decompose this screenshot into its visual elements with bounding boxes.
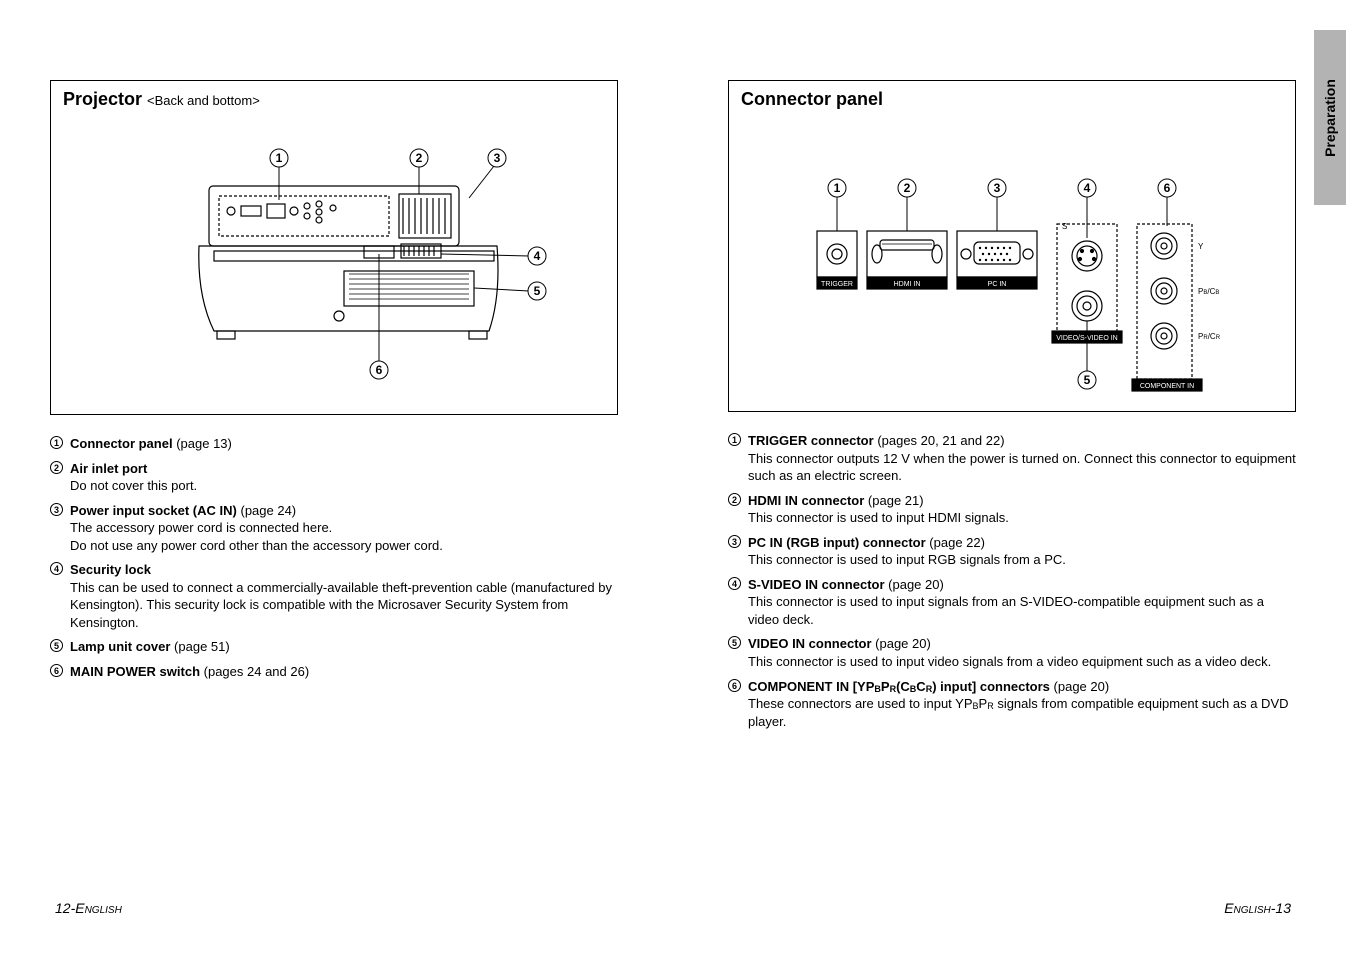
- callout-item: 4 Security lock This can be used to connec…: [50, 561, 618, 631]
- callout-item: 5 VIDEO IN connector (page 20) This connec…: [728, 635, 1296, 670]
- svg-text:4: 4: [1084, 181, 1091, 195]
- connector-figure-title: Connector panel: [741, 89, 1283, 110]
- callout-title: S-VIDEO IN connector: [748, 577, 885, 592]
- callout-item: 1 Connector panel (page 13): [50, 435, 618, 453]
- num-circle: 3: [50, 503, 63, 516]
- svg-text:3: 3: [494, 151, 501, 165]
- page-footer-left: 12-English: [55, 900, 122, 916]
- callout-item: 3 Power input socket (AC IN) (page 24)The…: [50, 502, 618, 555]
- num-circle: 1: [50, 436, 63, 449]
- svg-text:3: 3: [994, 181, 1001, 195]
- svg-text:6: 6: [376, 363, 383, 377]
- svg-text:5: 5: [534, 284, 541, 298]
- callout-pages: (page 20): [875, 636, 931, 651]
- num-circle: 5: [728, 636, 741, 649]
- svg-text:Y: Y: [1198, 242, 1204, 251]
- callout-desc: This can be used to connect a commercial…: [70, 579, 618, 632]
- callout-item: 2 HDMI IN connector (page 21)This connect…: [728, 492, 1296, 527]
- fig-subtitle-text: <Back and bottom>: [147, 93, 260, 108]
- callout-title: TRIGGER connector: [748, 433, 874, 448]
- callout-desc: The accessory power cord is connected he…: [70, 519, 618, 554]
- callout-pages: (page 21): [868, 493, 924, 508]
- callout-title: MAIN POWER switch: [70, 664, 200, 679]
- svg-text:S: S: [1062, 222, 1067, 231]
- svg-text:4: 4: [534, 249, 541, 263]
- num-circle: 6: [728, 679, 741, 692]
- connector-callout-list: 1 TRIGGER connector (pages 20, 21 and 22)…: [728, 432, 1296, 737]
- projector-diagram: 1 2 3 4 5 6: [119, 116, 549, 396]
- callout-item: 5 Lamp unit cover (page 51): [50, 638, 618, 656]
- callout-title: COMPONENT IN [YPBPR(CBCR) input] connect…: [748, 679, 1050, 694]
- callout-desc: This connector is used to input HDMI sig…: [748, 509, 1296, 527]
- num-circle: 2: [50, 461, 63, 474]
- num-circle: 5: [50, 639, 63, 652]
- callout-desc: These connectors are used to input YPBPR…: [748, 695, 1296, 730]
- callout-desc: This connector is used to input RGB sign…: [748, 551, 1296, 569]
- callout-pages: (page 24): [240, 503, 296, 518]
- num-circle: 3: [728, 535, 741, 548]
- callout-desc: This connector is used to input signals …: [748, 593, 1296, 628]
- projector-callout-list: 1 Connector panel (page 13) 2 Air inlet po…: [50, 435, 618, 688]
- svg-text:COMPONENT IN: COMPONENT IN: [1140, 383, 1194, 390]
- num-circle: 2: [728, 493, 741, 506]
- callout-title: Security lock: [70, 562, 151, 577]
- callout-pages: (pages 20, 21 and 22): [877, 433, 1004, 448]
- svg-text:TRIGGER: TRIGGER: [821, 281, 853, 288]
- svg-text:2: 2: [416, 151, 423, 165]
- projector-figure-title: Projector <Back and bottom>: [63, 89, 605, 110]
- num-circle: 6: [50, 664, 63, 677]
- callout-pages: (page 22): [929, 535, 985, 550]
- num-circle: 4: [50, 562, 63, 575]
- callout-title: Air inlet port: [70, 461, 147, 476]
- callout-pages: (pages 24 and 26): [204, 664, 310, 679]
- svg-text:2: 2: [904, 181, 911, 195]
- projector-figure-box: Projector <Back and bottom>: [50, 80, 618, 415]
- page-spread: Projector <Back and bottom>: [0, 0, 1346, 954]
- connector-panel-diagram: TRIGGER HDMI IN PC IN VIDEO/S-VIDEO IN C…: [782, 116, 1242, 406]
- page-footer-right: English-13: [1224, 900, 1291, 916]
- callout-pages: (page 20): [888, 577, 944, 592]
- callout-item: 1 TRIGGER connector (pages 20, 21 and 22)…: [728, 432, 1296, 485]
- callout-item: 2 Air inlet portDo not cover this port.: [50, 460, 618, 495]
- num-circle: 4: [728, 577, 741, 590]
- svg-text:1: 1: [276, 151, 283, 165]
- callout-item: 6 COMPONENT IN [YPBPR(CBCR) input] connec…: [728, 678, 1296, 731]
- callout-title: HDMI IN connector: [748, 493, 864, 508]
- callout-pages: (page 20): [1054, 679, 1110, 694]
- svg-text:HDMI IN: HDMI IN: [894, 281, 921, 288]
- callout-title: Lamp unit cover: [70, 639, 170, 654]
- callout-desc: This connector outputs 12 V when the pow…: [748, 450, 1296, 485]
- connector-figure-box: Connector panel: [728, 80, 1296, 412]
- right-column: Connector panel: [728, 80, 1296, 914]
- left-column: Projector <Back and bottom>: [50, 80, 618, 914]
- callout-title: Connector panel: [70, 436, 173, 451]
- callout-pages: (page 13): [176, 436, 232, 451]
- callout-title: Power input socket (AC IN): [70, 503, 237, 518]
- svg-text:5: 5: [1084, 373, 1091, 387]
- svg-text:PB/CB: PB/CB: [1198, 287, 1219, 296]
- fig-title-text: Projector: [63, 89, 142, 109]
- num-circle: 1: [728, 433, 741, 446]
- svg-text:PC IN: PC IN: [988, 281, 1007, 288]
- callout-title: PC IN (RGB input) connector: [748, 535, 926, 550]
- svg-text:PR/CR: PR/CR: [1198, 332, 1221, 341]
- callout-item: 4 S-VIDEO IN connector (page 20)This conn…: [728, 576, 1296, 629]
- svg-text:6: 6: [1164, 181, 1171, 195]
- callout-title: VIDEO IN connector: [748, 636, 872, 651]
- callout-item: 6 MAIN POWER switch (pages 24 and 26): [50, 663, 618, 681]
- svg-text:1: 1: [834, 181, 841, 195]
- callout-desc: This connector is used to input video si…: [748, 653, 1296, 671]
- callout-desc: Do not cover this port.: [70, 477, 618, 495]
- callout-pages: (page 51): [174, 639, 230, 654]
- callout-item: 3 PC IN (RGB input) connector (page 22)Th…: [728, 534, 1296, 569]
